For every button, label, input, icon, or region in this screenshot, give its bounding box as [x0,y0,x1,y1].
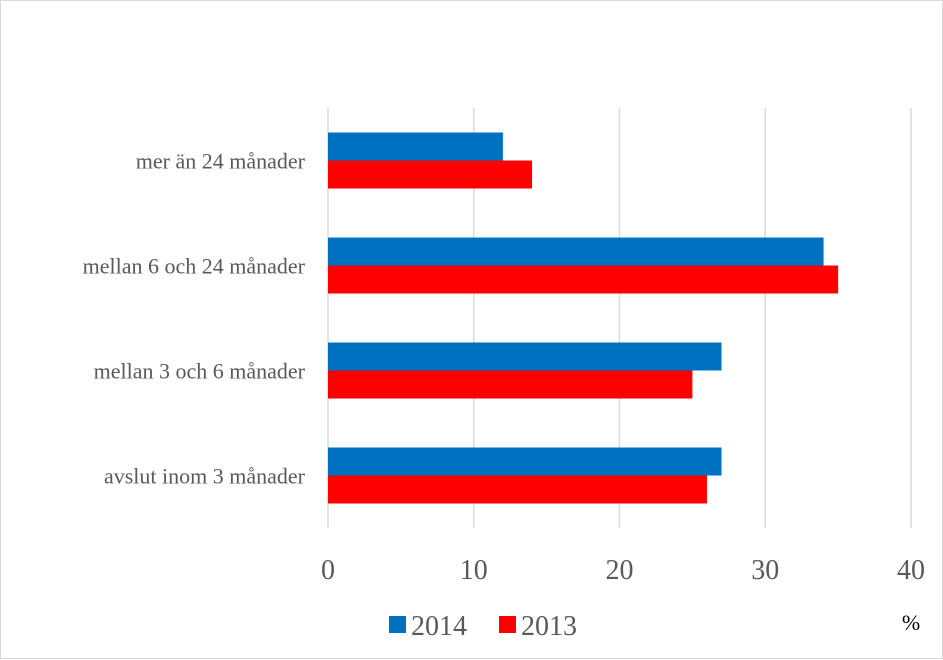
category-label: mellan 3 och 6 månader [94,359,306,384]
legend-label: 2014 [411,611,467,642]
bar-2013 [328,370,693,399]
bar-2014 [328,342,722,371]
bar-2014 [328,447,722,476]
bar-2013 [328,475,707,504]
legend-label: 2013 [521,611,577,642]
bars [328,132,839,504]
category-label: avslut inom 3 månader [104,464,306,489]
legend: 2014 2013 [389,611,577,642]
category-labels: avslut inom 3 månader mellan 3 och 6 måna… [83,149,306,489]
category-label: mer än 24 månader [136,149,306,174]
bar-2014 [328,132,503,161]
x-tick-label: 20 [606,555,634,586]
x-tick-label: 40 [897,555,925,586]
bar-2014 [328,237,824,266]
x-tick-label: 30 [751,555,779,586]
legend-swatch-2013 [499,616,516,633]
bar-2013 [328,265,839,294]
unit-label: % [902,610,920,635]
legend-swatch-2014 [389,616,406,633]
x-tick-label: 0 [321,555,335,586]
category-label: mellan 6 och 24 månader [83,254,306,279]
x-tick-labels: 0 10 20 30 40 [321,555,925,586]
bar-2013 [328,160,533,189]
x-tick-label: 10 [460,555,488,586]
